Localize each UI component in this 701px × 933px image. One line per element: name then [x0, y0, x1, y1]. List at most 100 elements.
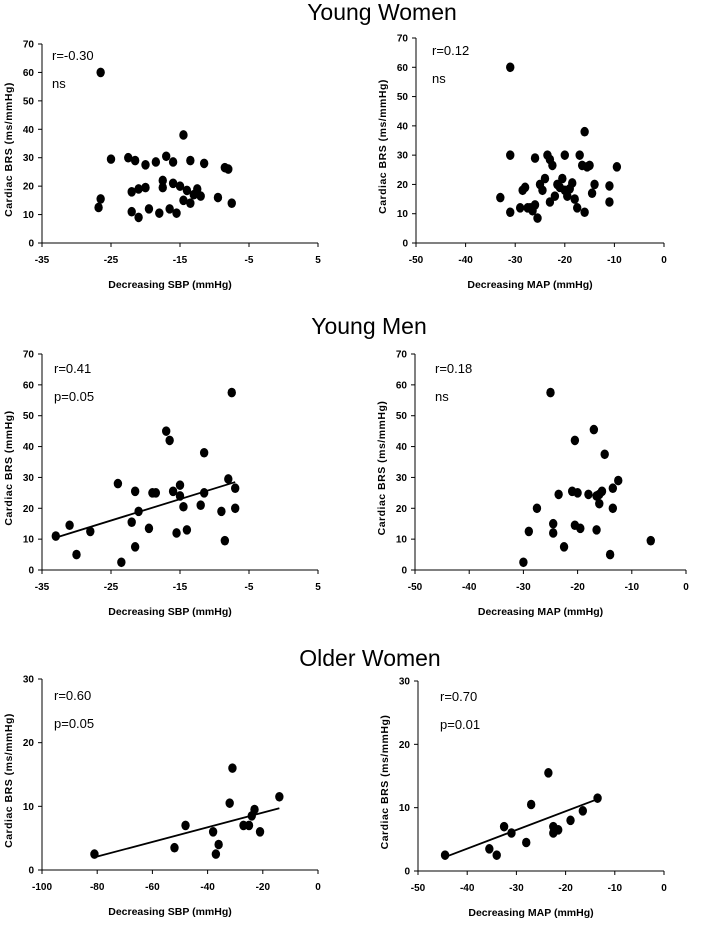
stat-annotation: ns	[52, 76, 66, 91]
y-tick-label: 30	[397, 151, 409, 162]
data-point	[507, 828, 516, 838]
y-tick-label: 30	[23, 153, 35, 164]
data-point	[592, 525, 601, 535]
stat-annotation: ns	[432, 71, 446, 86]
data-point	[186, 198, 195, 208]
data-point	[568, 178, 577, 188]
y-axis-label: Cardiac BRS (ms/mmHg)	[377, 79, 389, 214]
data-point	[570, 435, 580, 446]
y-tick-label: 30	[23, 675, 35, 686]
data-point	[554, 825, 563, 835]
data-point	[492, 850, 501, 860]
data-point	[548, 160, 557, 171]
x-tick-label: 0	[683, 582, 689, 593]
x-tick-label: -10	[625, 582, 640, 593]
data-point	[127, 187, 136, 197]
data-point	[165, 435, 174, 446]
y-tick-label: 0	[28, 239, 34, 250]
data-point	[175, 491, 185, 501]
data-point	[113, 478, 123, 489]
data-point	[130, 542, 140, 552]
data-point	[584, 489, 593, 500]
data-point	[117, 557, 126, 568]
data-point	[227, 198, 236, 208]
data-point	[608, 483, 618, 494]
data-point	[532, 503, 542, 514]
y-tick-label: 30	[399, 677, 411, 688]
data-point	[155, 208, 164, 218]
data-point	[227, 387, 236, 398]
y-tick-label: 10	[23, 802, 35, 813]
data-point	[530, 200, 540, 210]
x-tick-label: 0	[661, 255, 667, 266]
data-point	[144, 204, 154, 214]
x-tick-label: -35	[35, 255, 50, 266]
data-point	[608, 503, 618, 514]
y-tick-label: 60	[397, 63, 409, 74]
scatter-young-men-sbp: 0 10 20 30 40 50 60 70 -35 -25 -15 -5 5 Decreasing SB…	[3, 350, 321, 619]
data-point	[199, 158, 209, 169]
x-tick-label: -40	[462, 582, 477, 593]
x-tick-label: -35	[35, 582, 50, 593]
x-tick-label: -20	[558, 255, 573, 266]
data-point	[496, 192, 505, 203]
data-point	[580, 207, 589, 218]
x-tick-label: 5	[315, 582, 321, 593]
x-tick-label: -10	[608, 883, 623, 894]
data-point	[522, 837, 531, 848]
stat-annotation: r=0.12	[432, 43, 469, 58]
y-tick-label: 10	[23, 210, 35, 221]
y-axis-label: Cardiac BRS (ms/mmHg)	[376, 401, 388, 536]
stat-annotation: p=0.01	[440, 717, 480, 732]
x-tick-label: -50	[411, 883, 426, 894]
data-point	[158, 182, 167, 193]
data-point	[65, 520, 74, 531]
data-point	[86, 526, 95, 537]
data-point	[520, 182, 530, 193]
data-point	[590, 179, 599, 190]
data-point	[193, 184, 202, 194]
data-point	[211, 849, 221, 859]
data-point	[217, 506, 226, 517]
y-tick-label: 20	[399, 740, 411, 751]
data-point	[51, 531, 60, 541]
data-point	[526, 799, 536, 810]
y-tick-label: 0	[402, 239, 408, 250]
data-point	[106, 154, 116, 164]
data-point	[545, 197, 555, 207]
x-axis-label: Decreasing MAP (mmHg)	[468, 907, 593, 919]
data-point	[499, 821, 509, 832]
data-point	[182, 185, 192, 196]
stat-annotation: r=0.60	[54, 688, 91, 703]
data-point	[186, 155, 195, 166]
x-tick-label: -40	[460, 883, 475, 894]
data-point	[179, 130, 188, 140]
data-point	[575, 150, 584, 160]
data-point	[576, 523, 585, 534]
data-point	[181, 820, 190, 831]
data-point	[134, 212, 143, 223]
data-point	[168, 157, 178, 167]
y-tick-label: 10	[397, 209, 409, 220]
stat-annotation: p=0.05	[54, 716, 94, 731]
y-tick-label: 40	[397, 121, 409, 132]
data-point	[600, 449, 609, 460]
y-axis-label: Cardiac BRS (ms/mmHg)	[379, 715, 391, 850]
data-point	[175, 480, 185, 490]
data-point	[530, 153, 540, 163]
y-tick-label: 30	[396, 473, 408, 484]
data-point	[440, 850, 450, 860]
y-tick-label: 50	[396, 411, 408, 422]
data-point	[199, 447, 209, 458]
data-point	[538, 185, 547, 196]
x-tick-label: -40	[458, 255, 473, 266]
data-point	[605, 181, 614, 191]
stat-annotation: ns	[435, 389, 449, 404]
data-point	[196, 500, 205, 511]
stat-annotation: r=0.18	[435, 361, 472, 376]
data-point	[506, 207, 515, 218]
data-point	[127, 517, 136, 527]
x-tick-label: 0	[315, 882, 321, 893]
y-tick-label: 30	[23, 473, 35, 484]
scatter-young-men-map: 0 10 20 30 40 50 60 70 -50 -40 -30 -20 -10 0 Decreasin…	[376, 350, 689, 619]
